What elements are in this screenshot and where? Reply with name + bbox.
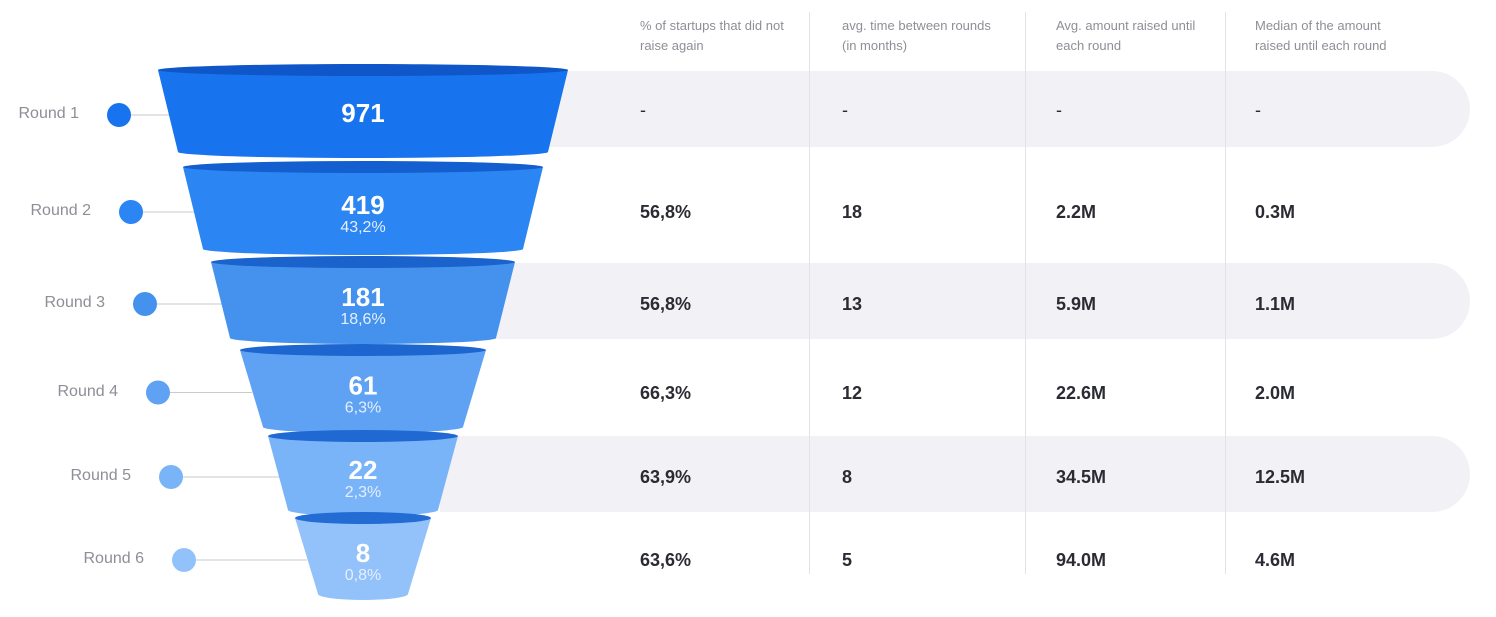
cell-not-raise-again: 56,8% [640, 202, 692, 222]
cell-median-amount: 2.0M [1255, 382, 1296, 403]
cell-median-amount: - [1255, 100, 1261, 120]
round-count: 181 [341, 282, 384, 312]
round-dot [146, 380, 170, 405]
round-label: Round 3 [44, 294, 106, 311]
cell-median-amount: 12.5M [1255, 467, 1306, 487]
round-dot [119, 200, 143, 224]
round-label: Round 6 [83, 550, 145, 567]
cell-avg-time: 13 [842, 294, 863, 314]
funnel-rim [158, 64, 568, 76]
funnel-segment [211, 262, 515, 344]
round-count: 22 [349, 455, 378, 485]
header-not-raise-again: % of startups that did not raise again [640, 18, 784, 53]
funnel-segment [268, 436, 458, 516]
cell-avg-amount: 94.0M [1056, 550, 1107, 570]
funnel-rim [240, 344, 486, 356]
funnel-segment [183, 167, 543, 255]
cell-not-raise-again: 63,9% [640, 467, 692, 487]
round-share: 6,3% [345, 400, 381, 417]
round-count: 419 [341, 190, 384, 220]
column-divider [809, 12, 810, 574]
round-share: 0,8% [345, 567, 381, 584]
cell-avg-amount: 22.6M [1056, 382, 1107, 403]
round-label: Round 4 [57, 382, 119, 400]
round-share: 43,2% [340, 219, 385, 236]
funnel-segment [158, 70, 568, 158]
funnel-rim [211, 256, 515, 268]
round-count: 971 [341, 98, 384, 128]
cell-avg-amount: 34.5M [1056, 467, 1107, 487]
round-share: 2,3% [345, 484, 381, 501]
cell-median-amount: 4.6M [1255, 550, 1296, 570]
cell-not-raise-again: 66,3% [640, 382, 692, 403]
funnel-rim [268, 430, 458, 442]
header-avg-time: avg. time between rounds (in months) [842, 18, 991, 53]
cell-not-raise-again: 63,6% [640, 550, 692, 570]
header-median-amount: Median of the amount raised until each r… [1255, 18, 1387, 53]
row-band [440, 436, 1470, 512]
round-dot [107, 103, 131, 127]
header-avg-amount: Avg. amount raised until each round [1056, 18, 1196, 53]
cell-median-amount: 0.3M [1255, 202, 1296, 222]
round-dot [172, 548, 196, 572]
cell-avg-time: - [842, 100, 848, 120]
round-dot [133, 292, 157, 316]
row-band [440, 71, 1470, 147]
cell-avg-amount: - [1056, 100, 1062, 120]
funnel-rim [183, 161, 543, 173]
cell-avg-time: 5 [842, 550, 853, 570]
funnel-segment [295, 518, 431, 600]
round-count: 8 [356, 538, 370, 568]
cell-avg-time: 12 [842, 382, 863, 403]
round-share: 18,6% [340, 311, 385, 328]
cell-avg-amount: 2.2M [1056, 202, 1097, 222]
cell-avg-time: 18 [842, 202, 863, 222]
row-band [440, 263, 1470, 339]
cell-not-raise-again: 56,8% [640, 294, 692, 314]
round-label: Round 2 [30, 202, 92, 219]
cell-avg-time: 8 [842, 467, 853, 487]
column-divider [1225, 12, 1226, 574]
column-divider [1025, 12, 1026, 574]
round-count: 61 [349, 371, 378, 401]
round-label: Round 1 [18, 105, 80, 122]
round-label: Round 5 [70, 467, 132, 484]
round-dot [159, 465, 183, 489]
cell-avg-amount: 5.9M [1056, 294, 1097, 314]
cell-not-raise-again: - [640, 100, 646, 120]
funnel-rim [295, 512, 431, 524]
cell-median-amount: 1.1M [1255, 294, 1296, 314]
funnel-segment [240, 350, 486, 433]
